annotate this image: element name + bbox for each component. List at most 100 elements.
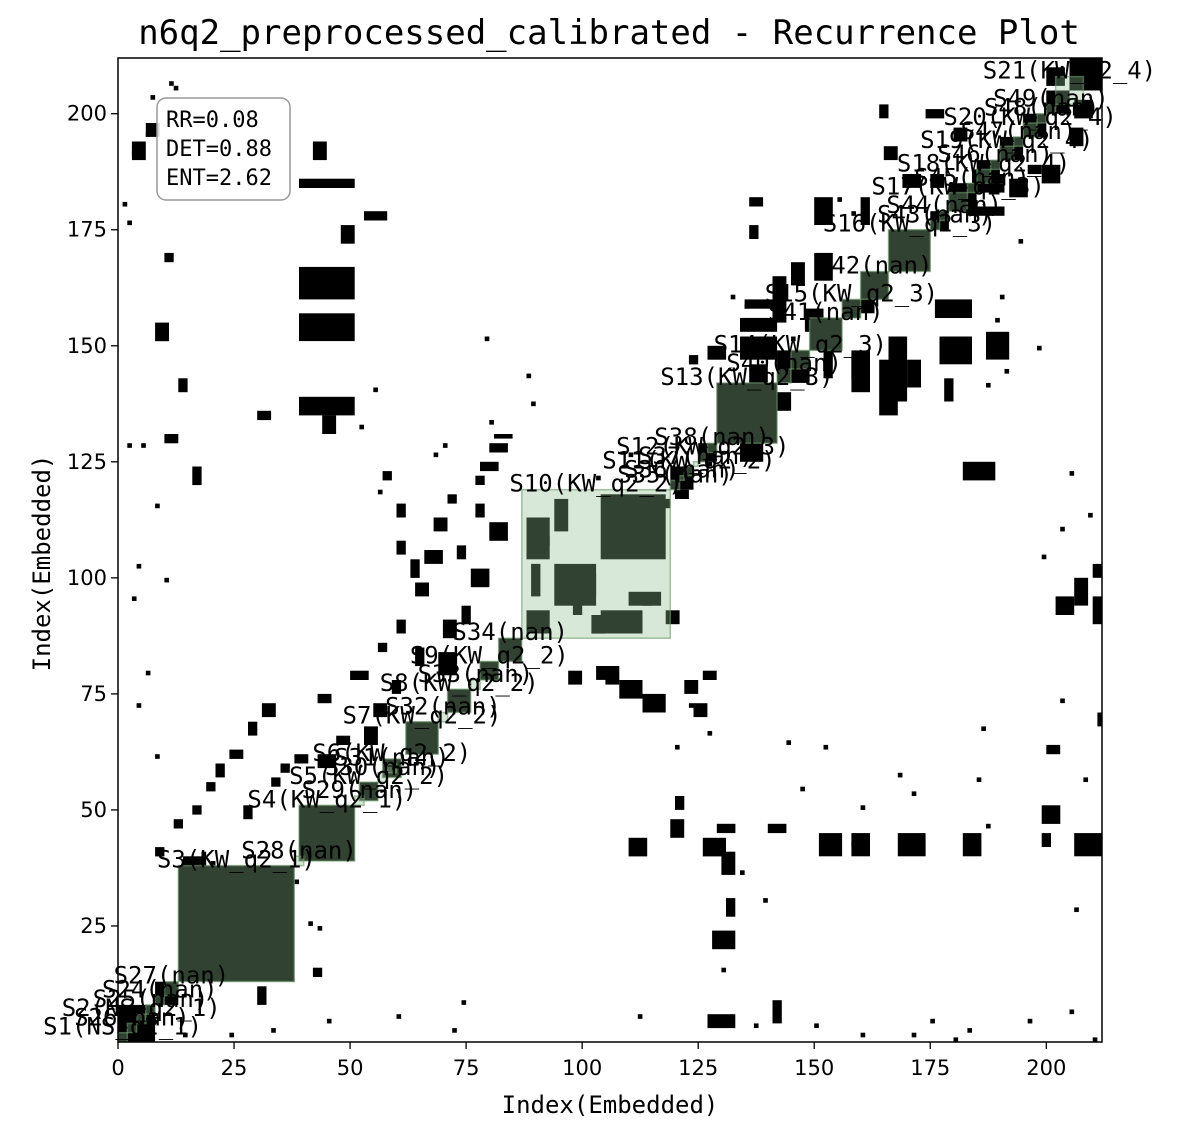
y-tick-label-6: 150 — [67, 334, 107, 358]
recurrence-block-126 — [688, 355, 699, 365]
recurrence-block-139 — [675, 796, 685, 810]
recurrence-block-88 — [340, 225, 355, 244]
segment-label-34: S16(KW_q2_3) — [823, 210, 996, 238]
recurrence-block-114 — [164, 252, 174, 263]
recurrence-block-43 — [707, 1014, 736, 1029]
segment-label-42: S47(nan) — [961, 117, 1077, 145]
recurrence-point-62 — [986, 211, 991, 216]
recurrence-point-90 — [823, 744, 829, 750]
recurrence-block-47 — [897, 833, 926, 857]
recurrence-block-165 — [396, 619, 406, 634]
recurrence-block-137 — [684, 680, 699, 694]
recurrence-block-70 — [986, 331, 1010, 360]
recurrence-point-65 — [1018, 239, 1024, 244]
segment-label-6: S27(nan) — [114, 962, 230, 990]
recurrence-block-38 — [665, 610, 680, 625]
y-axis-label: Index(Embedded) — [28, 455, 56, 672]
recurrence-block-73 — [814, 252, 833, 281]
segment-highlights — [118, 75, 1085, 1042]
recurrence-block-68 — [934, 299, 972, 318]
stat-rr: RR=0.08 — [166, 108, 259, 133]
segment-box-23 — [678, 474, 685, 482]
recurrence-block-45 — [818, 833, 843, 857]
recurrence-block-174 — [261, 703, 276, 718]
recurrence-block-162 — [317, 754, 337, 769]
recurrence-block-112 — [131, 141, 146, 161]
y-tick-label-8: 200 — [67, 102, 107, 126]
recurrence-point-36 — [224, 870, 230, 875]
segment-label-1: S1(NS_q2_1) — [43, 1013, 202, 1041]
y-tick-label-2: 50 — [80, 798, 107, 822]
recurrence-point-45 — [531, 401, 536, 407]
recurrence-block-77 — [902, 174, 921, 188]
recurrence-block-10 — [498, 638, 522, 662]
recurrence-point-60 — [851, 211, 857, 216]
recurrence-point-44 — [489, 420, 494, 425]
recurrence-point-70 — [1088, 512, 1093, 518]
recurrence-point-53 — [628, 452, 634, 458]
recurrence-block-138 — [702, 670, 717, 680]
recurrence-block-59 — [851, 350, 870, 379]
recurrence-block-56 — [740, 438, 764, 462]
recurrence-block-52 — [791, 262, 805, 286]
recurrence-point-1 — [145, 132, 151, 137]
recurrence-point-39 — [294, 879, 300, 885]
stats-box: RR=0.08 DET=0.88 ENT=2.62 — [156, 97, 291, 201]
chart-title: n6q2_preprocessed_calibrated - Recurrenc… — [138, 13, 1080, 53]
recurrence-point-2 — [169, 81, 174, 86]
recurrence-block-150 — [415, 582, 429, 597]
recurrence-point-3 — [131, 150, 137, 156]
recurrence-block-177 — [215, 763, 225, 778]
recurrence-block-173 — [317, 693, 332, 704]
segment-box-21 — [521, 488, 672, 639]
segment-box-34 — [887, 228, 932, 273]
recurrence-block-97 — [1097, 712, 1102, 727]
segment-box-43 — [1022, 122, 1038, 138]
segment-label-3: S2(NS_q2_1) — [62, 994, 221, 1022]
recurrence-block-110 — [1027, 164, 1042, 175]
recurrence-block-76 — [944, 378, 954, 402]
recurrence-point-20 — [396, 1014, 402, 1019]
plot-frame — [117, 57, 1103, 1043]
recurrence-point-4 — [150, 95, 156, 100]
recurrence-block-39 — [721, 851, 736, 875]
recurrence-point-55 — [730, 294, 736, 300]
recurrence-block-159 — [373, 703, 388, 718]
segment-label-8: S28(nan) — [241, 836, 357, 864]
segment-box-11 — [358, 781, 379, 802]
recurrence-block-164 — [377, 642, 388, 653]
segment-label-32: S15(KW_q2_3) — [765, 279, 938, 307]
recurrence-point-23 — [637, 1014, 643, 1019]
x-tick-label-6: 125 — [678, 1056, 718, 1080]
recurrence-block-21 — [888, 229, 931, 272]
recurrence-point-25 — [814, 1023, 819, 1029]
segment-label-39: S18(KW_q2_4) — [897, 149, 1070, 177]
recurrence-block-151 — [424, 550, 443, 564]
recurrence-block-61 — [907, 359, 921, 388]
recurrence-block-84 — [299, 266, 355, 300]
recurrence-block-167 — [396, 540, 406, 555]
recurrence-point-48 — [359, 424, 365, 430]
recurrence-point-12 — [164, 577, 170, 583]
segment-box-3 — [135, 1013, 147, 1025]
recurrence-block-13 — [600, 494, 666, 560]
segment-box-37 — [948, 191, 969, 212]
recurrence-point-38 — [317, 926, 323, 931]
x-axis-label: Index(Embedded) — [502, 1091, 719, 1119]
recurrence-point-61 — [934, 211, 940, 216]
segment-box-31 — [808, 317, 843, 352]
recurrence-block-99 — [1074, 577, 1089, 606]
recurrence-block-71 — [860, 197, 870, 225]
segment-label-7: S3(KW_q2_1) — [157, 846, 316, 874]
segment-box-27 — [706, 442, 718, 454]
segment-label-31: S41(nan) — [768, 298, 884, 326]
recurrence-block-169 — [382, 471, 392, 481]
recurrence-block-80 — [879, 104, 889, 119]
segment-box-41 — [999, 145, 1015, 161]
segment-box-24 — [683, 465, 695, 477]
recurrence-point-37 — [285, 763, 290, 769]
x-tick-label-9: 200 — [1026, 1056, 1066, 1080]
recurrence-block-176 — [229, 749, 244, 759]
recurrence-block-108 — [1069, 127, 1084, 147]
recurrence-block-148 — [456, 545, 467, 560]
